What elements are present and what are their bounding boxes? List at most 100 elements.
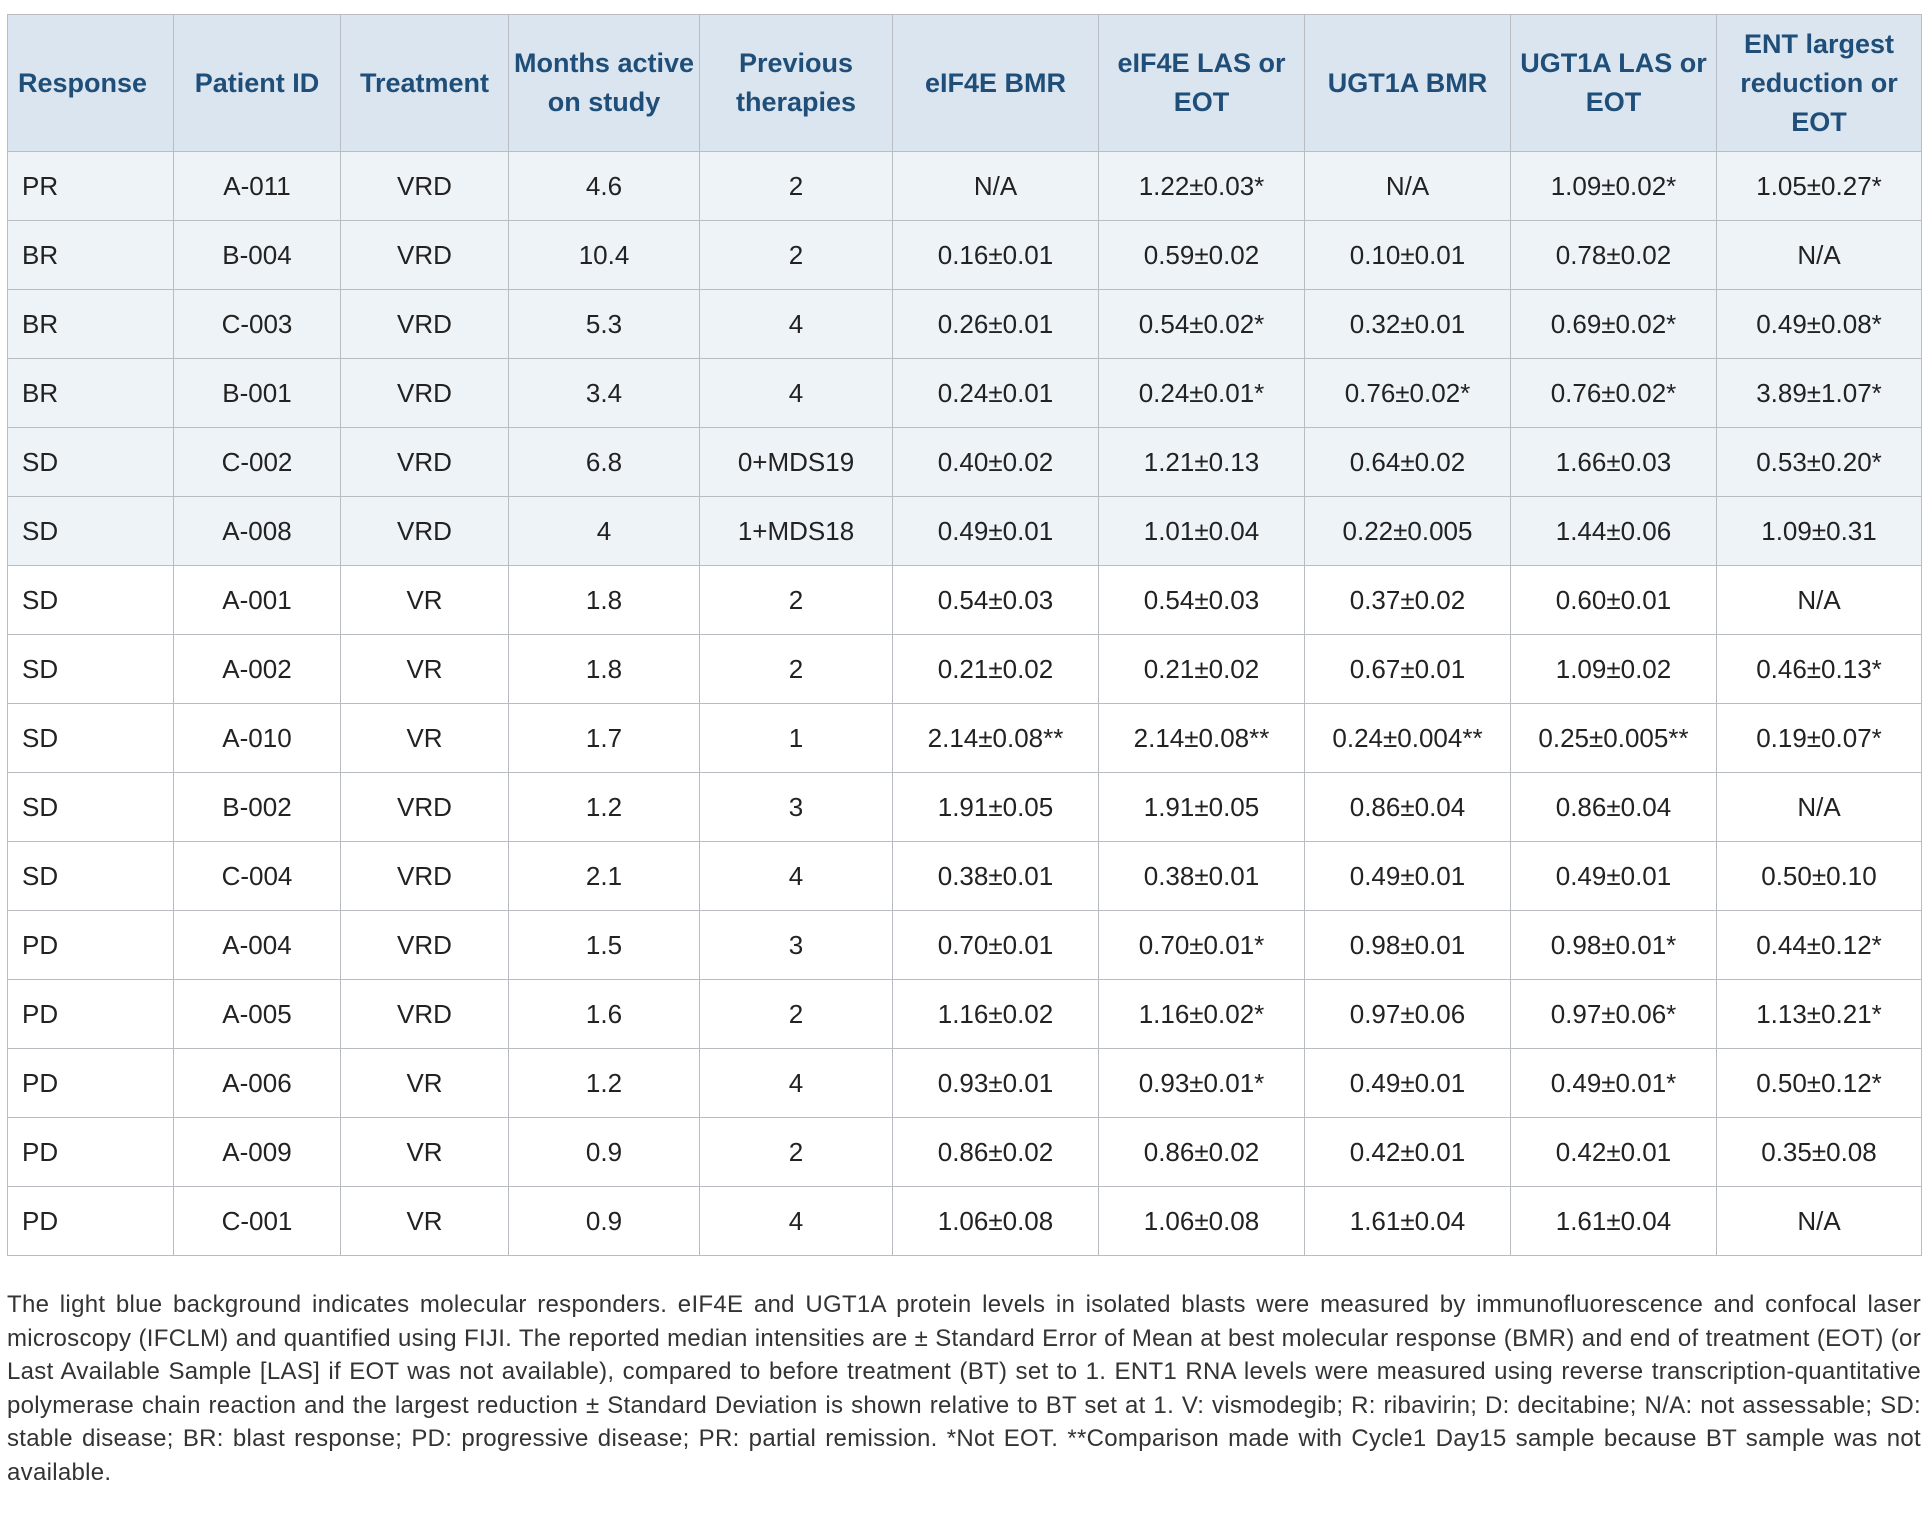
table-cell: N/A (1716, 565, 1922, 635)
table-cell: 0.42±0.01 (1510, 1117, 1717, 1187)
table-cell: B-001 (173, 358, 341, 428)
table-cell: VRD (340, 427, 509, 497)
table-cell: 1.2 (508, 772, 700, 842)
table-cell: 0.76±0.02* (1510, 358, 1717, 428)
table-cell: 1.5 (508, 910, 700, 980)
table-row: PD A-009 VR 0.9 2 0.86±0.02 0.86±0.02 0.42±0.01… (7, 1117, 1922, 1187)
table-cell: PD (7, 1186, 174, 1256)
table-cell: 1.06±0.08 (892, 1186, 1099, 1256)
table-cell: VRD (340, 496, 509, 566)
table-cell: 1.91±0.05 (1098, 772, 1305, 842)
table-row: PD A-004 VRD 1.5 3 0.70±0.01 0.70±0.01* 0.98±0.… (7, 910, 1922, 980)
header-cell: Previous therapies (699, 14, 893, 152)
table-cell: 0.42±0.01 (1304, 1117, 1511, 1187)
table-cell: A-004 (173, 910, 341, 980)
table-cell: 0.24±0.01* (1098, 358, 1305, 428)
table-cell: 1.8 (508, 634, 700, 704)
table-cell: 0.46±0.13* (1716, 634, 1922, 704)
table-cell: A-009 (173, 1117, 341, 1187)
table-cell: SD (7, 565, 174, 635)
table-cell: 1.21±0.13 (1098, 427, 1305, 497)
table-cell: VR (340, 703, 509, 773)
table-cell: 0.54±0.02* (1098, 289, 1305, 359)
table-cell: 1 (699, 703, 893, 773)
table-cell: 4 (699, 289, 893, 359)
table-cell: A-010 (173, 703, 341, 773)
table-cell: 0.86±0.02 (1098, 1117, 1305, 1187)
table-cell: SD (7, 703, 174, 773)
table-cell: 1.8 (508, 565, 700, 635)
table-cell: 0.70±0.01* (1098, 910, 1305, 980)
table-cell: 3.4 (508, 358, 700, 428)
table-cell: 1.44±0.06 (1510, 496, 1717, 566)
table-row: BR B-001 VRD 3.4 4 0.24±0.01 0.24±0.01* 0.76±0.… (7, 358, 1922, 428)
table-cell: SD (7, 841, 174, 911)
table-cell: VR (340, 1186, 509, 1256)
table-cell: 2 (699, 565, 893, 635)
header-cell: Months active on study (508, 14, 700, 152)
header-cell: eIF4E LAS or EOT (1098, 14, 1305, 152)
table-cell: SD (7, 634, 174, 704)
table-row: SD A-010 VR 1.7 1 2.14±0.08** 2.14±0.08** 0.24±… (7, 703, 1922, 773)
table-cell: 0.54±0.03 (1098, 565, 1305, 635)
table-cell: A-002 (173, 634, 341, 704)
table-row: SD C-002 VRD 6.8 0+MDS19 0.40±0.02 1.21±0.13 0.… (7, 427, 1922, 497)
table-cell: 1.7 (508, 703, 700, 773)
table-cell: N/A (892, 151, 1099, 221)
table-cell: 0.22±0.005 (1304, 496, 1511, 566)
table-cell: 0.53±0.20* (1716, 427, 1922, 497)
table-cell: C-004 (173, 841, 341, 911)
table-cell: 0.97±0.06* (1510, 979, 1717, 1049)
table-cell: 1+MDS18 (699, 496, 893, 566)
table-cell: SD (7, 496, 174, 566)
table-cell: 0.59±0.02 (1098, 220, 1305, 290)
table-cell: SD (7, 427, 174, 497)
header-row: Response Patient ID Treatment Months active… (7, 14, 1922, 152)
table-cell: 1.09±0.02* (1510, 151, 1717, 221)
table-cell: 3 (699, 910, 893, 980)
table-cell: 1.09±0.02 (1510, 634, 1717, 704)
table-cell: 0.86±0.04 (1304, 772, 1511, 842)
table-cell: 0.70±0.01 (892, 910, 1099, 980)
table-row: PD A-005 VRD 1.6 2 1.16±0.02 1.16±0.02* 0.97±0.… (7, 979, 1922, 1049)
table-row: SD C-004 VRD 2.1 4 0.38±0.01 0.38±0.01 0.49±0.0… (7, 841, 1922, 911)
table-cell: 0.38±0.01 (892, 841, 1099, 911)
table-cell: 0.32±0.01 (1304, 289, 1511, 359)
table-body: PR A-011 VRD 4.6 2 N/A 1.22±0.03* N/A 1.09±0.02*… (7, 151, 1922, 1256)
table-cell: 0.49±0.01* (1510, 1048, 1717, 1118)
table-cell: VRD (340, 979, 509, 1049)
table-cell: 0.19±0.07* (1716, 703, 1922, 773)
table-cell: 0.50±0.12* (1716, 1048, 1922, 1118)
table-cell: 4 (508, 496, 700, 566)
table-cell: 1.06±0.08 (1098, 1186, 1305, 1256)
table-row: SD B-002 VRD 1.2 3 1.91±0.05 1.91±0.05 0.86±0.0… (7, 772, 1922, 842)
table-cell: 0.44±0.12* (1716, 910, 1922, 980)
table-cell: VR (340, 634, 509, 704)
table-cell: 0.24±0.01 (892, 358, 1099, 428)
table-cell: 0.49±0.08* (1716, 289, 1922, 359)
table-cell: 0.24±0.004** (1304, 703, 1511, 773)
table-wrapper: Response Patient ID Treatment Months active… (7, 14, 1922, 1256)
table-cell: 0.98±0.01 (1304, 910, 1511, 980)
table-cell: C-001 (173, 1186, 341, 1256)
table-cell: 3 (699, 772, 893, 842)
table-cell: 0.9 (508, 1117, 700, 1187)
table-header: Response Patient ID Treatment Months active… (7, 14, 1922, 152)
footnote: The light blue background indicates mole… (7, 1291, 1921, 1486)
table-cell: N/A (1716, 220, 1922, 290)
table-cell: 0.69±0.02* (1510, 289, 1717, 359)
header-cell: UGT1A LAS or EOT (1510, 14, 1717, 152)
header-cell: UGT1A BMR (1304, 14, 1511, 152)
table-cell: 2 (699, 220, 893, 290)
table-cell: 0.50±0.10 (1716, 841, 1922, 911)
table-cell: 0.9 (508, 1186, 700, 1256)
table-cell: 1.01±0.04 (1098, 496, 1305, 566)
table-row: SD A-002 VR 1.8 2 0.21±0.02 0.21±0.02 0.67±0.01… (7, 634, 1922, 704)
table-cell: 0.86±0.04 (1510, 772, 1717, 842)
table-cell: 0.37±0.02 (1304, 565, 1511, 635)
table-cell: 0+MDS19 (699, 427, 893, 497)
table-cell: 1.16±0.02 (892, 979, 1099, 1049)
table-cell: VRD (340, 289, 509, 359)
table-cell: 1.2 (508, 1048, 700, 1118)
